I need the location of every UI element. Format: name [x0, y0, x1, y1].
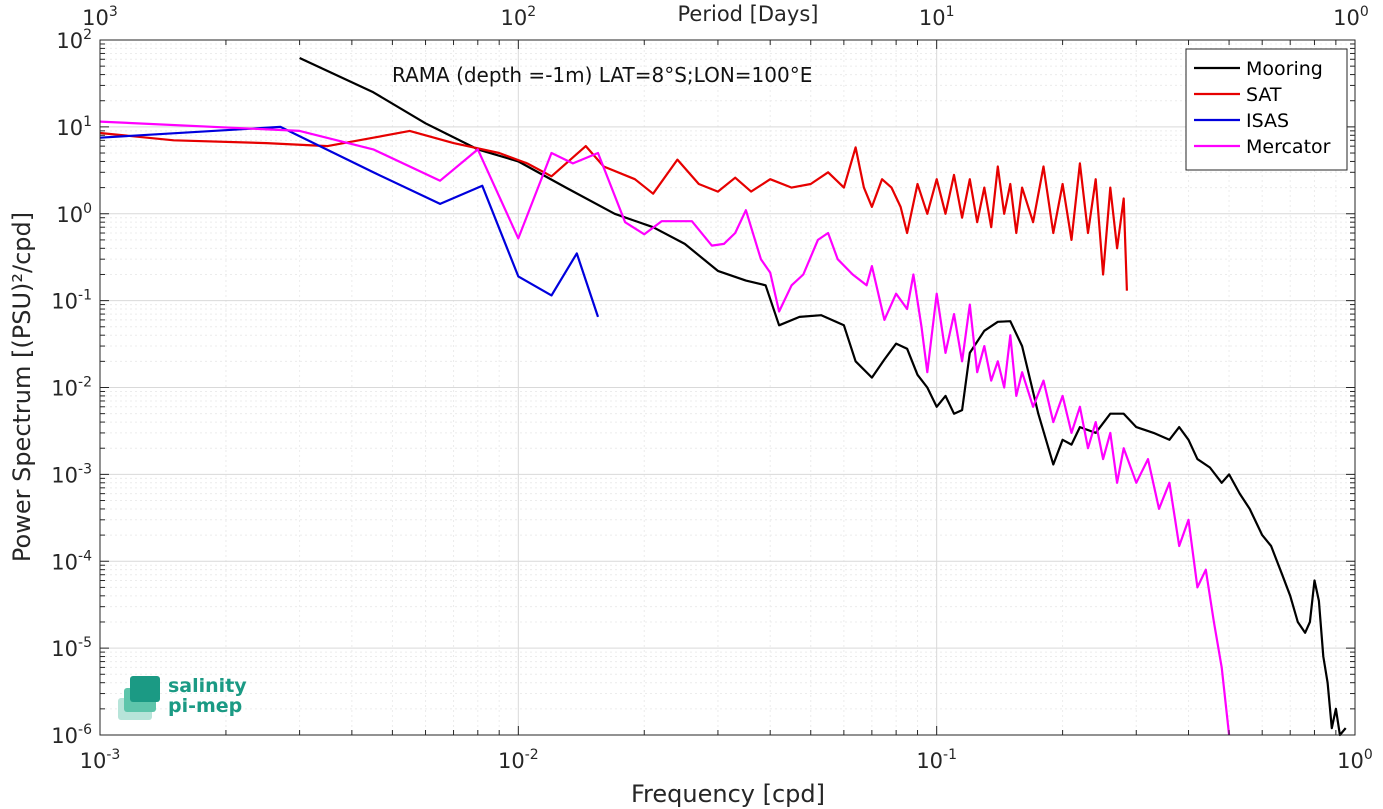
legend: Mooring SAT ISAS Mercator [1185, 48, 1348, 171]
top-tick-label: 100 [1333, 4, 1369, 30]
legend-label-mercator: Mercator [1246, 136, 1331, 158]
top-tick-label: 103 [82, 4, 118, 30]
logo-layer-front [130, 676, 160, 702]
legend-label-isas: ISAS [1246, 110, 1289, 132]
y-tick-label: 10-5 [51, 635, 92, 661]
y-tick-label: 101 [56, 114, 92, 140]
y-tick-label: 10-2 [51, 375, 92, 401]
x-tick-label: 10-2 [498, 747, 539, 773]
logo-text-salinity: salinity [168, 675, 247, 697]
y-tick-label: 100 [56, 201, 92, 227]
x-tick-label: 100 [1337, 747, 1373, 773]
series-line-mercator [99, 120, 1231, 736]
y-tick-label: 10-6 [51, 722, 92, 748]
y-tick-label: 102 [56, 27, 92, 53]
series-line-sat [99, 129, 1128, 291]
legend-box [1185, 48, 1348, 171]
x-axis-title: Frequency [cpd] [631, 780, 825, 808]
top-tick-label: 101 [919, 4, 955, 30]
legend-label-mooring: Mooring [1246, 58, 1323, 80]
minor-grid [100, 40, 1355, 735]
x-tick-label: 10-1 [916, 747, 957, 773]
logo-text-pimep: pi-mep [168, 695, 242, 717]
y-axis-title: Power Spectrum [(PSU)²/cpd] [8, 212, 36, 562]
salinity-pi-mep-logo: salinity pi-mep [118, 675, 247, 720]
top-tick-label: 102 [501, 4, 537, 30]
series-layer [99, 57, 1347, 737]
top-axis-title: Period [Days] [678, 2, 819, 26]
y-tick-label: 10-1 [51, 288, 92, 314]
legend-label-sat: SAT [1246, 84, 1282, 106]
series-line-isas [99, 125, 600, 318]
tick-marks [99, 40, 1355, 736]
x-tick-label: 10-3 [80, 747, 121, 773]
station-annotation: RAMA (depth =-1m) LAT=8°S;LON=100°E [392, 63, 812, 87]
major-grid [100, 40, 1355, 735]
series-line-mooring [299, 57, 1347, 737]
y-tick-label: 10-3 [51, 461, 92, 487]
y-tick-label: 10-4 [51, 548, 92, 574]
